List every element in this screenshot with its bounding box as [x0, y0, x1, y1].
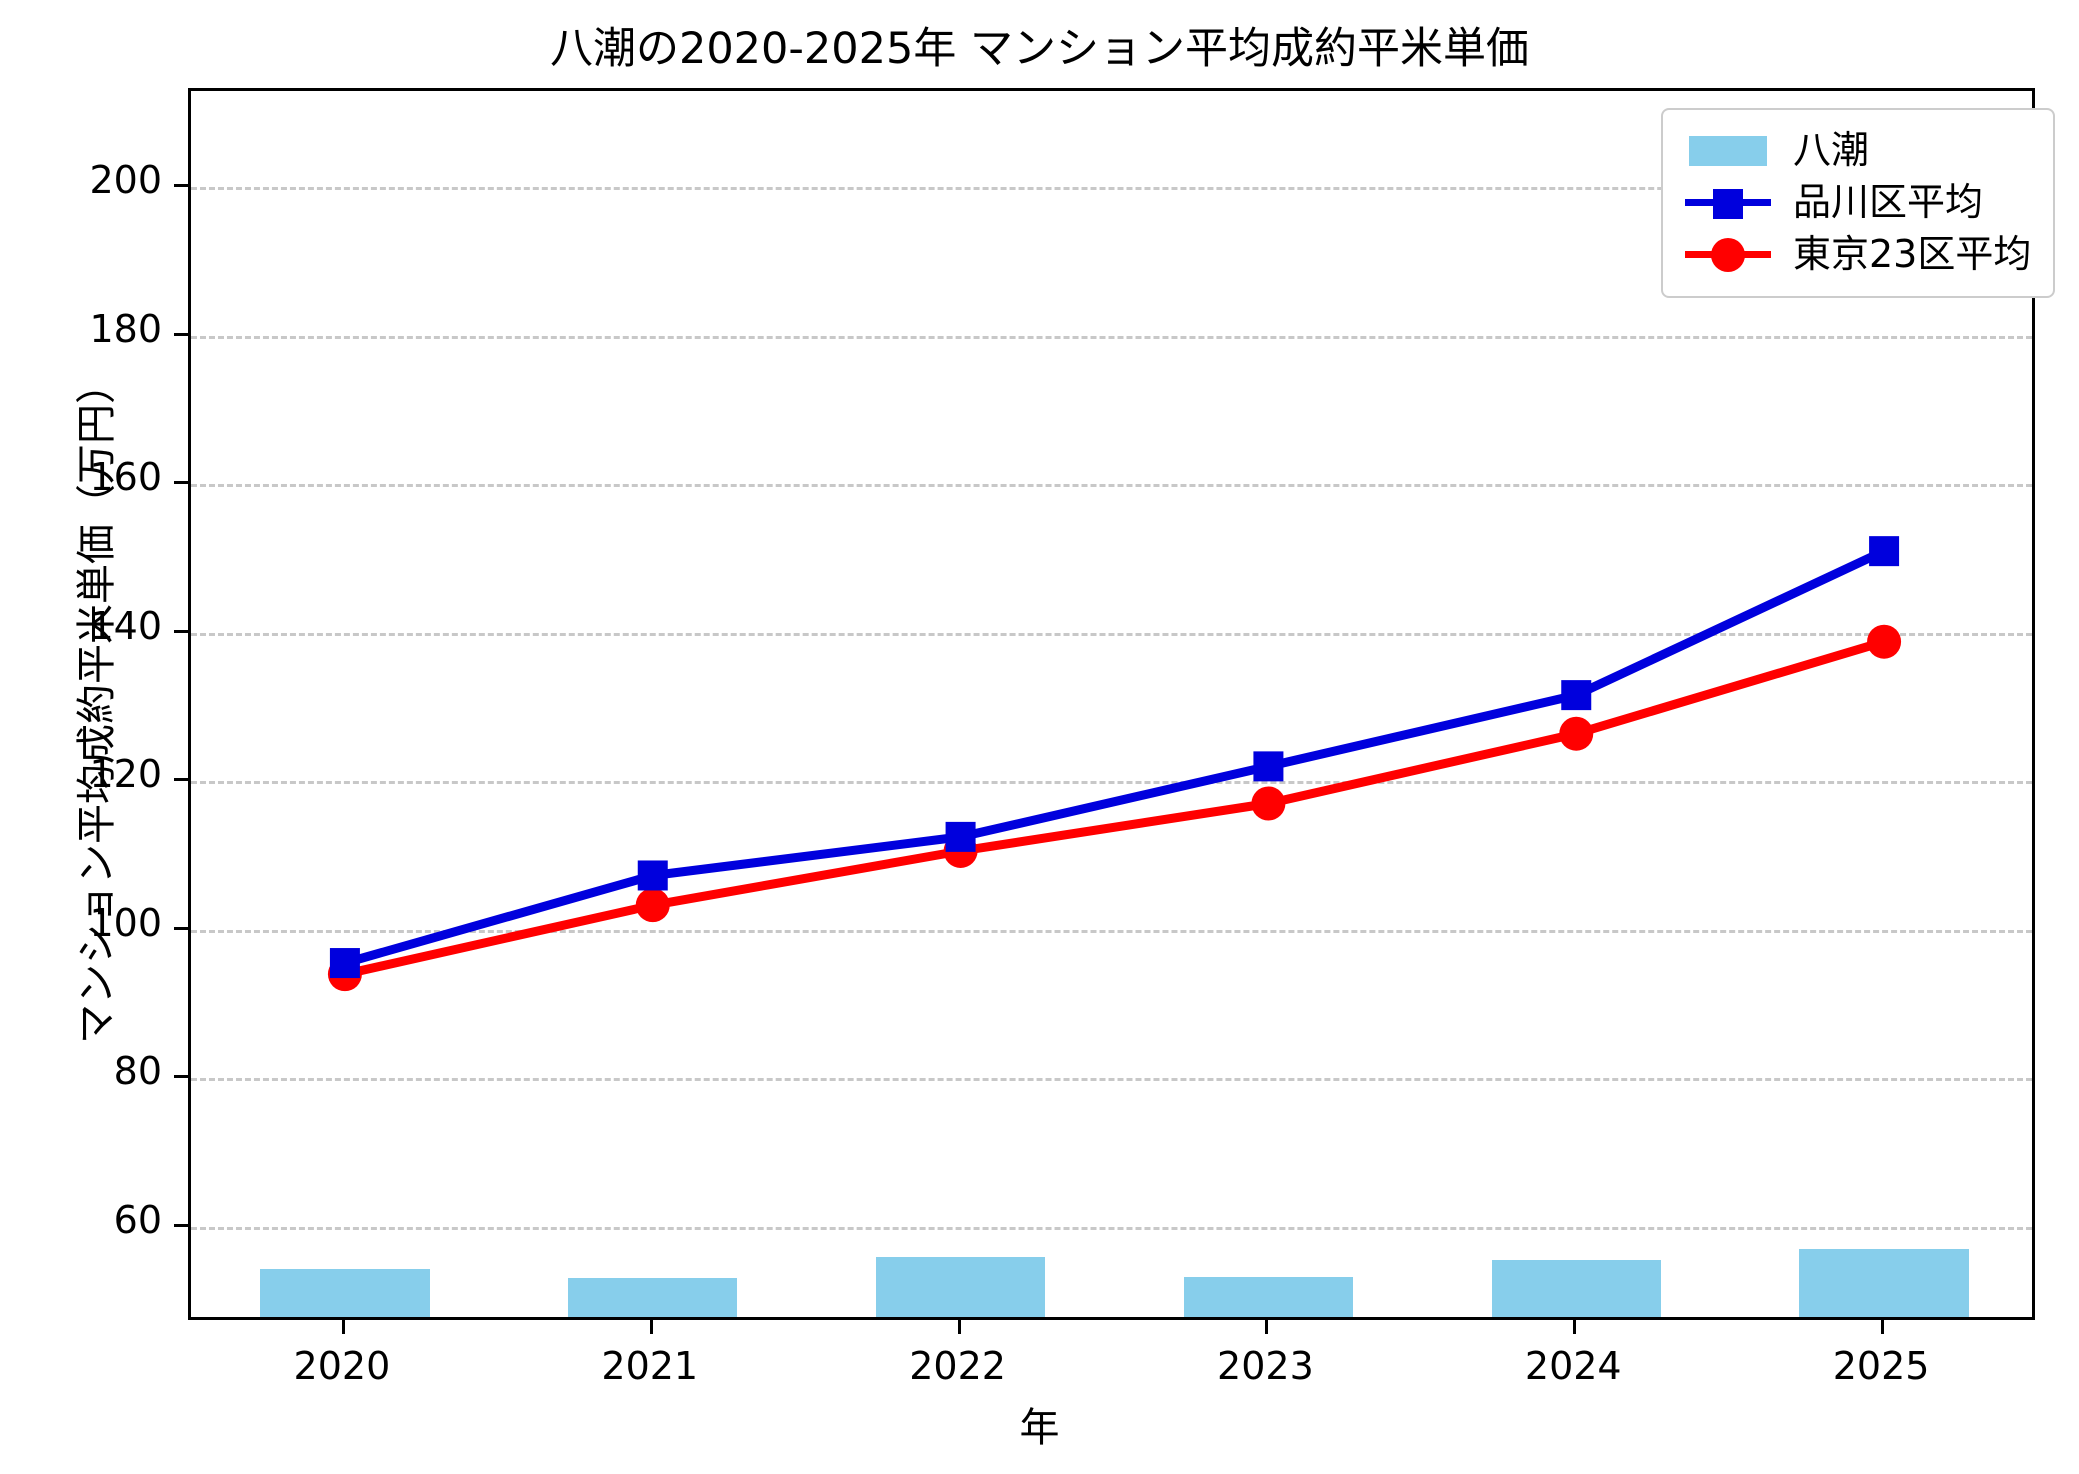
legend-item-tokyo23[interactable]: 東京23区平均: [1685, 228, 2031, 280]
y-tick-label: 200: [89, 158, 162, 203]
y-tick-mark: [174, 778, 188, 782]
y-tick-mark: [174, 1075, 188, 1079]
y-tick-mark: [174, 629, 188, 633]
legend-label-yashio: 八潮: [1793, 128, 1870, 172]
bar: [1183, 1276, 1354, 1317]
gridline: [191, 929, 2032, 933]
legend-item-yashio[interactable]: 八潮: [1685, 124, 2031, 176]
y-tick-label: 80: [113, 1049, 162, 1094]
bar: [875, 1256, 1046, 1317]
y-tick-label: 120: [89, 752, 162, 797]
x-tick-mark: [1265, 1320, 1269, 1334]
data-point-marker: [1559, 716, 1594, 751]
y-tick-label: 60: [113, 1197, 162, 1242]
markers-tokyo23: [327, 624, 1902, 992]
bar: [568, 1278, 738, 1317]
x-tick-label: 2025: [1832, 1344, 1930, 1388]
x-tick-mark: [1881, 1320, 1885, 1334]
data-point-marker: [635, 888, 670, 923]
plot-area: [188, 88, 2035, 1320]
y-tick-label: 180: [89, 306, 162, 351]
gridline: [191, 1078, 2032, 1082]
x-tick-label: 2024: [1524, 1344, 1622, 1388]
x-tick-mark: [649, 1320, 653, 1334]
x-tick-label: 2022: [909, 1344, 1006, 1388]
data-point-marker: [1869, 536, 1900, 567]
x-axis-label: 年: [1019, 1405, 1060, 1451]
legend-item-shinagawa[interactable]: 品川区平均: [1685, 176, 2031, 228]
data-point-marker: [1251, 786, 1286, 821]
x-tick-mark: [341, 1320, 345, 1334]
chart-legend[interactable]: 八潮 品川区平均 東京23区平均: [1661, 108, 2056, 298]
data-point-marker: [329, 948, 360, 979]
x-tick-mark: [1573, 1320, 1577, 1334]
data-point-marker: [637, 860, 668, 891]
gridline: [191, 187, 2032, 191]
legend-swatch-tokyo23-icon: [1685, 234, 1771, 274]
y-tick-label: 160: [89, 455, 162, 500]
chart-title: 八潮の2020-2025年 マンション平均成約平米単価: [549, 24, 1530, 74]
legend-swatch-shinagawa-icon: [1685, 182, 1771, 222]
data-point-marker: [1561, 680, 1592, 711]
bar: [260, 1268, 430, 1317]
gridline: [191, 335, 2032, 339]
y-tick-mark: [174, 1223, 188, 1227]
bar: [1491, 1259, 1661, 1317]
gridline: [191, 1226, 2032, 1230]
bar: [1799, 1249, 1969, 1317]
gridline: [191, 781, 2032, 785]
y-tick-label: 140: [89, 603, 162, 648]
x-tick-label: 2021: [601, 1344, 699, 1388]
x-tick-mark: [957, 1320, 961, 1334]
line-series-layer: [327, 536, 1902, 992]
y-tick-mark: [174, 184, 188, 188]
y-tick-mark: [174, 481, 188, 485]
y-tick-mark: [174, 926, 188, 930]
markers-shinagawa: [329, 536, 1900, 979]
legend-swatch-yashio-icon: [1685, 130, 1771, 170]
legend-label-tokyo23: 東京23区平均: [1793, 232, 2032, 276]
y-tick-label: 100: [89, 900, 162, 945]
line-shinagawa: [340, 546, 1889, 968]
data-point-marker: [1867, 624, 1902, 659]
x-tick-label: 2023: [1217, 1344, 1314, 1388]
data-point-marker: [945, 821, 976, 852]
legend-label-shinagawa: 品川区平均: [1793, 180, 1984, 224]
gridline: [191, 632, 2032, 636]
line-tokyo23: [340, 637, 1889, 979]
y-tick-mark: [174, 332, 188, 336]
x-tick-label: 2020: [293, 1344, 391, 1388]
data-point-marker: [1253, 751, 1284, 782]
gridline: [191, 484, 2032, 488]
